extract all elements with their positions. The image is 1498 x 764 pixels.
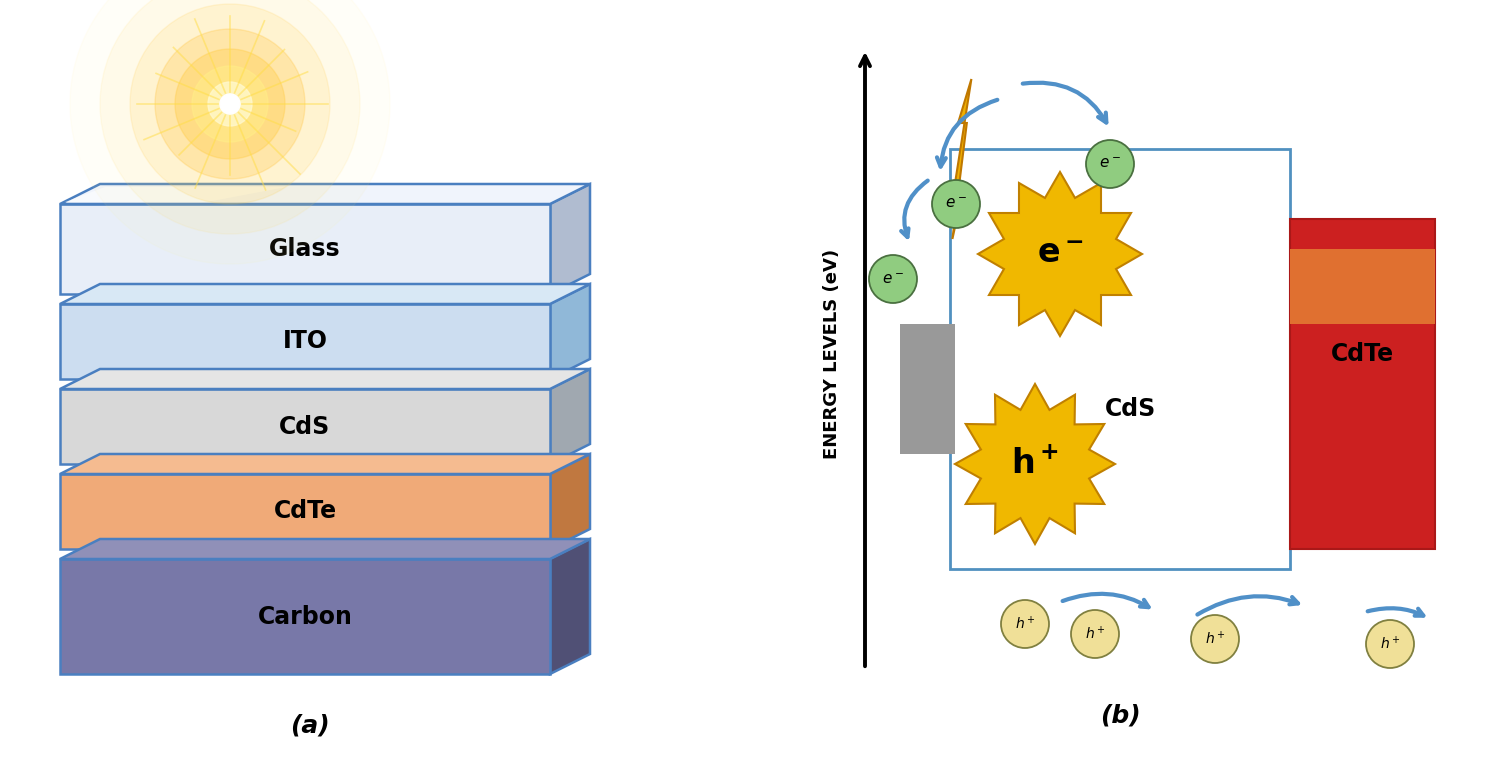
Circle shape [100,0,360,234]
Text: Carbon: Carbon [258,604,352,629]
Polygon shape [978,172,1141,336]
Text: $e^-$: $e^-$ [1100,157,1121,171]
Bar [900,324,956,454]
Circle shape [208,82,252,126]
Bar [950,149,1290,569]
Polygon shape [550,369,590,464]
Text: $\mathbf{h^+}$: $\mathbf{h^+}$ [1011,448,1059,481]
Polygon shape [60,369,590,389]
Polygon shape [60,304,550,379]
Text: $e^-$: $e^-$ [945,196,968,212]
Polygon shape [60,204,550,294]
Polygon shape [60,539,590,559]
Circle shape [1191,615,1239,663]
Polygon shape [60,474,550,549]
Circle shape [192,66,268,142]
Text: ENERGY LEVELS (eV): ENERGY LEVELS (eV) [822,249,840,459]
Text: Glass: Glass [270,237,342,261]
Polygon shape [550,539,590,674]
Circle shape [932,180,980,228]
Circle shape [154,29,306,179]
Bar [1290,249,1435,324]
Polygon shape [60,559,550,674]
Polygon shape [60,454,590,474]
Circle shape [1071,610,1119,658]
Polygon shape [953,79,971,239]
Text: (a): (a) [291,714,330,738]
Polygon shape [550,454,590,549]
Circle shape [1086,140,1134,188]
Circle shape [70,0,389,264]
Polygon shape [60,284,590,304]
Text: CdS: CdS [279,415,331,439]
Polygon shape [956,384,1115,544]
Polygon shape [550,284,590,379]
Text: $h^+$: $h^+$ [1085,626,1106,643]
Polygon shape [60,389,550,464]
Text: $\mathbf{e^-}$: $\mathbf{e^-}$ [1037,238,1083,270]
Circle shape [869,255,917,303]
Text: CdTe: CdTe [1330,342,1395,366]
Circle shape [130,4,330,204]
Text: CdTe: CdTe [274,500,337,523]
Text: $h^+$: $h^+$ [1380,636,1401,652]
Text: (b): (b) [1100,704,1140,728]
Polygon shape [550,184,590,294]
Text: $h^+$: $h^+$ [1204,630,1225,648]
Bar [1290,219,1435,549]
Text: $h^+$: $h^+$ [1014,615,1035,633]
Text: $e^-$: $e^-$ [882,271,903,286]
Circle shape [175,49,285,159]
Circle shape [1366,620,1414,668]
Circle shape [1001,600,1049,648]
Circle shape [220,94,240,114]
Text: CdS: CdS [1104,397,1155,422]
Text: ITO: ITO [283,329,328,354]
Polygon shape [60,184,590,204]
Polygon shape [64,187,286,202]
